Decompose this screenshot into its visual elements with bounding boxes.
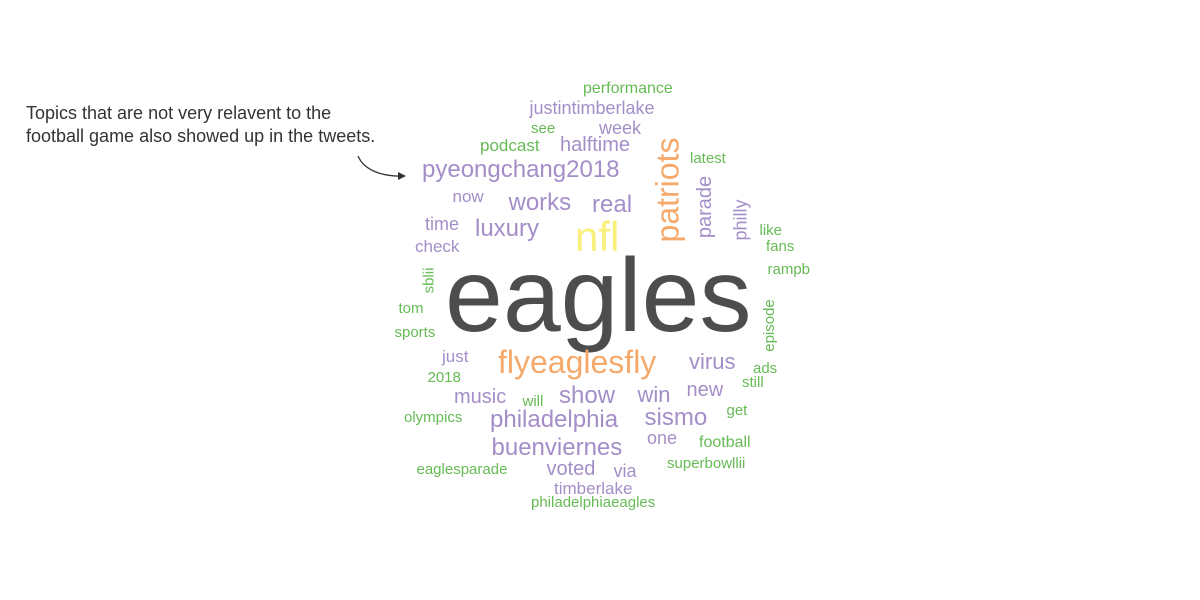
word-parade: parade bbox=[694, 175, 717, 239]
word-tom: tom bbox=[398, 299, 424, 317]
word-football: football bbox=[699, 434, 751, 451]
word-will: will bbox=[522, 392, 544, 410]
word-olympics: olympics bbox=[404, 408, 463, 426]
word-time: time bbox=[425, 214, 460, 234]
word-pyeongchang2018: pyeongchang2018 bbox=[422, 156, 620, 183]
word-works: works bbox=[508, 189, 572, 216]
word-ads: ads bbox=[753, 359, 778, 377]
word-one: one bbox=[647, 428, 678, 448]
word-virus: virus bbox=[689, 349, 736, 374]
word-episode: episode bbox=[760, 298, 778, 352]
word-philadelphia: philadelphia bbox=[490, 406, 619, 433]
word-philadelphiaeagles: philadelphiaeagles bbox=[531, 493, 656, 511]
word-flyeaglesfly: flyeaglesfly bbox=[498, 344, 657, 380]
word-performance: performance bbox=[583, 80, 673, 97]
word-check: check bbox=[415, 236, 460, 256]
word-halftime: halftime bbox=[560, 134, 631, 156]
word-win: win bbox=[637, 382, 671, 407]
word-voted: voted bbox=[546, 458, 596, 480]
word-podcast: podcast bbox=[480, 135, 540, 155]
word-still: still bbox=[742, 373, 764, 391]
word-patriots: patriots bbox=[648, 137, 685, 243]
word-superbowllii: superbowllii bbox=[667, 454, 746, 472]
word-sports: sports bbox=[394, 323, 436, 341]
word-philly: philly bbox=[730, 199, 751, 241]
word-eagles: eagles bbox=[445, 238, 752, 354]
word-just: just bbox=[442, 346, 469, 366]
word-fans: fans bbox=[766, 237, 795, 255]
annotation-text: Topics that are not very relavent to the… bbox=[26, 103, 376, 146]
word-see: see bbox=[531, 119, 556, 137]
word-real: real bbox=[592, 191, 633, 218]
word-sblii: sblii bbox=[420, 267, 438, 293]
word-new: new bbox=[686, 379, 724, 401]
word-music: music bbox=[454, 386, 507, 408]
word-show: show bbox=[559, 382, 616, 409]
word-week: week bbox=[599, 118, 642, 138]
word-buenviernes: buenviernes bbox=[491, 434, 623, 461]
word-justintimberlake: justintimberlake bbox=[529, 98, 655, 118]
word-rampb: rampb bbox=[767, 260, 811, 278]
word-2018: 2018 bbox=[427, 368, 461, 386]
word-get: get bbox=[726, 401, 748, 419]
word-latest: latest bbox=[690, 149, 726, 167]
word-like: like bbox=[759, 221, 783, 239]
word-eaglesparade: eaglesparade bbox=[416, 460, 508, 478]
word-via: via bbox=[613, 461, 637, 481]
word-luxury: luxury bbox=[475, 215, 540, 242]
word-timberlake: timberlake bbox=[554, 478, 633, 498]
annotation-arrow bbox=[357, 155, 406, 180]
word-now: now bbox=[452, 186, 484, 206]
word-nfl: nfl bbox=[575, 213, 620, 260]
word-sismo: sismo bbox=[644, 404, 708, 431]
